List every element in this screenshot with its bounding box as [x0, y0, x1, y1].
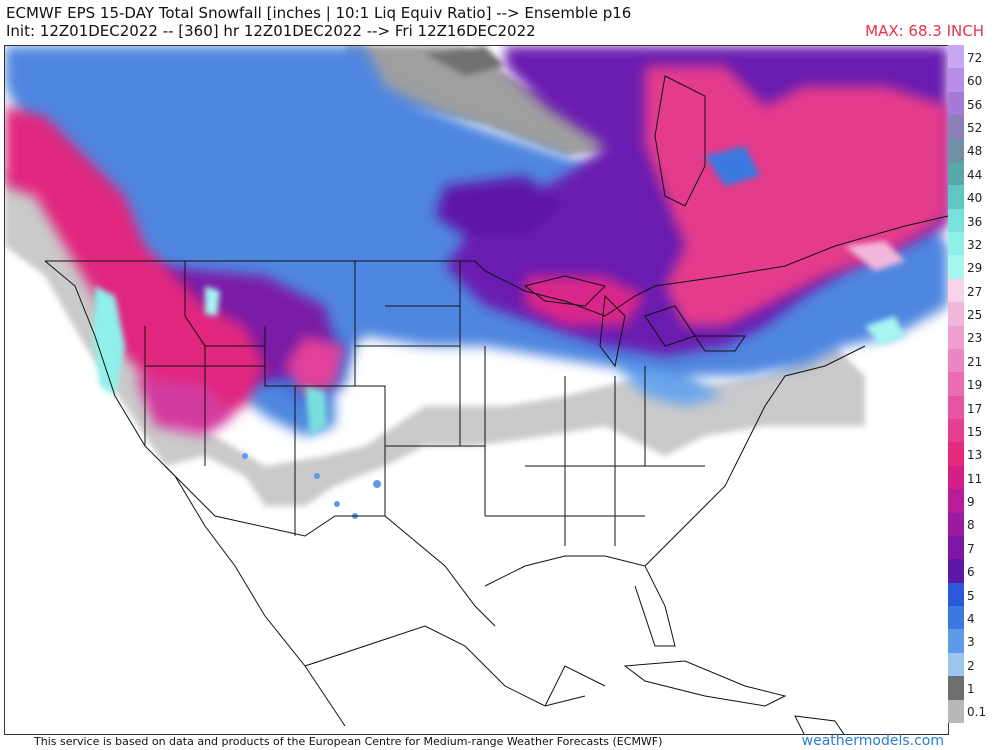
legend-tick-label: 44 — [967, 167, 983, 182]
legend-swatch — [948, 161, 964, 186]
legend-swatch — [948, 45, 964, 69]
legend-tick-label: 8 — [967, 518, 975, 533]
legend-swatch — [948, 208, 964, 233]
legend-swatch — [948, 68, 964, 93]
legend-tick-label: 15 — [967, 424, 983, 439]
legend-swatch — [948, 465, 964, 490]
legend-tick-label: 1 — [967, 682, 975, 697]
legend-swatch — [948, 535, 964, 560]
legend-swatch — [948, 606, 964, 630]
legend-swatch — [948, 348, 964, 373]
legend-tick-label: 25 — [967, 308, 983, 323]
legend-swatch — [948, 395, 964, 420]
legend-tick-label: 17 — [967, 401, 983, 416]
legend-swatch — [948, 278, 964, 303]
legend-swatch — [948, 302, 964, 327]
legend-swatch — [948, 699, 964, 724]
legend-tick-label: 48 — [967, 144, 983, 159]
legend-tick-label: 11 — [967, 471, 983, 486]
legend-tick-label: 3 — [967, 635, 975, 650]
weathermodels-link[interactable]: weathermodels.com — [801, 733, 944, 749]
legend-swatch — [948, 582, 964, 607]
legend-swatch — [948, 325, 964, 350]
legend-swatch — [948, 442, 964, 467]
legend-swatch — [948, 629, 964, 654]
legend-swatch — [948, 559, 964, 584]
legend-swatch — [948, 115, 964, 139]
legend-swatch — [948, 138, 964, 163]
color-scale-legend: 72 60 56 52 48 44 40 36 32 29 27 25 23 21 19 17 15 13 11 9 8… — [948, 45, 1000, 725]
extreme-snow-areas — [93, 146, 905, 436]
legend-swatch — [948, 372, 964, 397]
footer: This service is based on data and produc… — [0, 733, 1000, 750]
legend-tick-label: 0.1 — [967, 705, 987, 720]
legend-tick-label: 9 — [967, 495, 975, 510]
legend-swatch — [948, 255, 964, 280]
map-title: ECMWF EPS 15-DAY Total Snowfall [inches … — [6, 4, 632, 22]
legend-tick-label: 27 — [967, 284, 983, 299]
legend-tick-label: 52 — [967, 120, 983, 135]
legend-tick-label: 13 — [967, 448, 983, 463]
snowfall-map — [4, 45, 949, 735]
legend-tick-label: 6 — [967, 565, 975, 580]
legend-tick-label: 23 — [967, 331, 983, 346]
legend-swatch — [948, 91, 964, 116]
legend-tick-label: 40 — [967, 191, 983, 206]
chart-header: ECMWF EPS 15-DAY Total Snowfall [inches … — [0, 0, 1000, 44]
boundary-lines — [44, 75, 948, 734]
legend-swatch — [948, 232, 964, 256]
ecmwf-credit: This service is based on data and produc… — [34, 735, 663, 748]
max-snowfall-label: MAX: 68.3 INCH — [865, 22, 984, 40]
legend-swatch — [948, 419, 964, 443]
legend-tick-label: 4 — [967, 611, 975, 626]
heavy-snow-areas — [5, 66, 948, 436]
init-valid-time: Init: 12Z01DEC2022 -- [360] hr 12Z01DEC2… — [6, 22, 536, 40]
legend-swatch — [948, 489, 964, 514]
legend-tick-label: 36 — [967, 214, 983, 229]
snowfall-map-canvas — [5, 46, 948, 734]
legend-swatch — [948, 185, 964, 210]
legend-swatch — [948, 676, 964, 701]
legend-tick-label: 2 — [967, 658, 975, 673]
legend-tick-label: 72 — [967, 50, 983, 65]
legend-tick-label: 19 — [967, 378, 983, 393]
legend-swatch — [948, 512, 964, 537]
legend-tick-label: 32 — [967, 237, 983, 252]
legend-tick-label: 7 — [967, 541, 975, 556]
legend-tick-label: 21 — [967, 354, 983, 369]
legend-tick-label: 56 — [967, 97, 983, 112]
legend-tick-label: 60 — [967, 74, 983, 89]
legend-tick-label: 29 — [967, 261, 983, 276]
legend-swatch — [948, 652, 964, 677]
legend-tick-label: 5 — [967, 588, 975, 603]
